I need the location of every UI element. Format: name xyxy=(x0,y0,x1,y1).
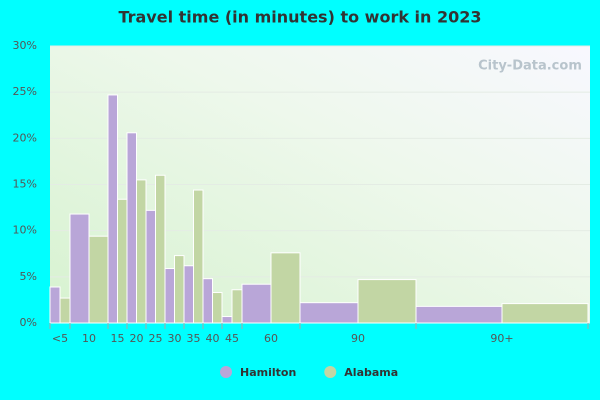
x-tick-label: 90+ xyxy=(490,332,513,345)
bar xyxy=(155,174,166,324)
y-tick-label: 15% xyxy=(13,178,37,191)
x-tick-label: 60 xyxy=(264,332,278,345)
watermark: City-Data.com xyxy=(478,59,582,74)
legend-label: Alabama xyxy=(344,366,398,379)
bar xyxy=(88,235,109,324)
bar xyxy=(136,179,147,324)
x-tick-label: 15 xyxy=(111,332,125,345)
x-tick-label: 40 xyxy=(206,332,220,345)
x-tick-label: 90 xyxy=(351,332,365,345)
bar xyxy=(59,297,71,324)
bar xyxy=(270,252,301,324)
chart-title: Travel time (in minutes) to work in 2023 xyxy=(118,8,481,27)
y-tick-label: 20% xyxy=(13,131,37,144)
bar xyxy=(299,302,359,324)
y-tick-label: 5% xyxy=(20,270,37,283)
x-tick-label: 25 xyxy=(149,332,163,345)
bar xyxy=(193,189,204,324)
bar xyxy=(145,209,156,324)
y-tick-label: 0% xyxy=(20,316,37,329)
bar xyxy=(117,198,128,324)
legend-marker xyxy=(324,366,337,378)
bar xyxy=(49,286,61,324)
y-tick-label: 10% xyxy=(13,224,37,237)
x-tick-label: 35 xyxy=(187,332,201,345)
x-tick-label: 30 xyxy=(168,332,182,345)
bar xyxy=(501,303,589,324)
bar xyxy=(221,316,233,324)
bar xyxy=(241,283,272,324)
bar xyxy=(69,213,90,324)
bar xyxy=(415,305,503,324)
x-tick-label: <5 xyxy=(52,332,68,345)
bar xyxy=(212,292,223,324)
bar xyxy=(231,289,243,324)
x-tick-label: 20 xyxy=(130,332,144,345)
bar xyxy=(183,265,194,324)
y-tick-label: 25% xyxy=(13,85,37,98)
x-tick-label: 45 xyxy=(225,332,239,345)
bar xyxy=(126,132,137,324)
bar xyxy=(107,94,118,324)
legend-marker xyxy=(220,366,232,378)
bar xyxy=(357,279,417,324)
bar xyxy=(164,268,175,324)
bar xyxy=(202,278,213,324)
legend-label: Hamilton xyxy=(240,366,296,379)
bar xyxy=(174,255,185,324)
x-tick-label: 10 xyxy=(82,332,96,345)
y-tick-label: 30% xyxy=(13,39,37,52)
